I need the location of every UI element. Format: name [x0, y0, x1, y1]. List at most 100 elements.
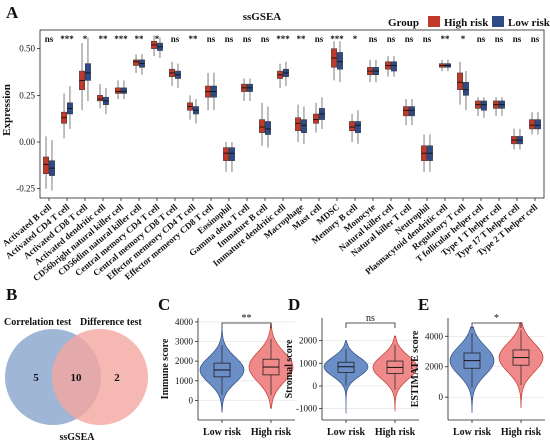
significance-label: *** [276, 34, 290, 44]
legend-title: Group [388, 17, 419, 29]
significance-label: ns [513, 34, 522, 44]
y-tick-label: 0 [439, 392, 444, 402]
significance-label: * [155, 34, 160, 44]
x-tick-label: Low risk [327, 427, 366, 438]
venn-count-intersection: 10 [71, 372, 83, 384]
box-low-risk [229, 147, 235, 161]
box-low-risk [265, 121, 271, 135]
significance-label: ns [243, 34, 252, 44]
y-tick-label: 2000 [299, 336, 318, 346]
legend: Group High risk Low risk [388, 16, 550, 29]
significance-label: ns [45, 34, 54, 44]
x-tick-label: High risk [501, 427, 542, 438]
significance-label: ns [207, 34, 216, 44]
significance-label: ns [315, 34, 324, 44]
box-high-risk [403, 106, 409, 117]
venn-count-difference-only: 2 [114, 372, 120, 384]
x-tick-label: High risk [251, 427, 292, 438]
violin-box [337, 361, 355, 373]
significance-label: ns [366, 313, 375, 324]
significance-label: ns [477, 34, 486, 44]
panel-c-violin: 0 1000 2000 3000 4000 Immune score Low risk Hig… [160, 313, 295, 438]
y-tick-label: 0 [313, 381, 318, 391]
venn-set-label-difference: Difference test [80, 317, 142, 328]
significance-label: *** [330, 34, 344, 44]
significance-label: ns [495, 34, 504, 44]
box-high-risk [529, 119, 535, 130]
legend-label-low-risk: Low risk [508, 17, 550, 29]
significance-label: ns [387, 34, 396, 44]
y-tick-label: -0.25 [16, 184, 35, 194]
significance-label: ** [297, 34, 307, 44]
significance-label: ns [405, 34, 414, 44]
significance-label: * [83, 34, 88, 44]
panel-label-b: B [6, 285, 17, 304]
y-tick-label: -1000 [296, 404, 317, 414]
y-tick-label: 0.25 [19, 90, 35, 100]
significance-label: ns [423, 34, 432, 44]
box-high-risk [259, 119, 265, 133]
venn-count-correlation-only: 5 [33, 372, 39, 384]
significance-label: ns [171, 34, 180, 44]
panel-d-violin: -1000 0 1000 2000 Stromal score Low risk High … [284, 313, 419, 438]
significance-label: *** [60, 34, 74, 44]
box-low-risk [409, 106, 415, 117]
box-high-risk [295, 117, 301, 132]
y-tick-label: 2000 [425, 362, 444, 372]
box-low-risk [85, 63, 91, 81]
significance-label: ** [135, 34, 145, 44]
y-axis-label: Expression [1, 84, 13, 136]
significance-label: * [353, 34, 358, 44]
legend-swatch-low-risk [492, 16, 504, 27]
y-axis-label: ESTIMATE score [410, 330, 421, 407]
panel-label-c: C [158, 295, 170, 314]
y-tick-label: 0.50 [19, 44, 35, 54]
panel-e-violin: 0 2000 4000 ESTIMATE score Low risk High risk… [410, 313, 545, 438]
y-tick-label: 1000 [175, 376, 194, 386]
legend-swatch-high-risk [428, 16, 440, 27]
y-axis-label: Immune score [160, 338, 171, 399]
panel-label-d: D [288, 295, 300, 314]
significance-label: ns [225, 34, 234, 44]
significance-label: * [461, 34, 466, 44]
significance-bracket [471, 322, 522, 328]
box-high-risk [349, 121, 355, 132]
venn-caption: ssGSEA [59, 432, 95, 443]
significance-label: ** [441, 34, 451, 44]
significance-label: ns [261, 34, 270, 44]
panel-label-a: A [6, 3, 19, 22]
y-axis-label: Stromal score [284, 339, 295, 398]
significance-label: ns [531, 34, 540, 44]
box-low-risk [391, 61, 397, 72]
box-high-risk [457, 72, 463, 90]
x-tick-label: Low risk [203, 427, 242, 438]
box-low-risk [301, 119, 307, 133]
venn-circle-difference [52, 329, 148, 425]
box-low-risk [535, 119, 541, 130]
chart-title: ssGSEA [243, 11, 282, 23]
y-tick-label: 2000 [175, 356, 194, 366]
box-low-risk [481, 100, 487, 111]
y-tick-label: 0 [189, 395, 194, 405]
significance-label: ** [189, 34, 199, 44]
panel-a-boxplot: ssGSEA Expression Group High risk Low ri… [1, 11, 550, 283]
box-low-risk [355, 121, 361, 133]
significance-label: ns [369, 34, 378, 44]
x-tick-label: High risk [375, 427, 416, 438]
significance-bracket [221, 322, 272, 328]
y-tick-label: 3000 [175, 337, 194, 347]
box-high-risk [115, 87, 121, 94]
box-high-risk [223, 147, 229, 161]
y-tick-label: 0.00 [19, 137, 35, 147]
box-low-risk [337, 52, 343, 70]
box-high-risk [97, 95, 103, 102]
box-high-risk [133, 59, 139, 66]
y-tick-label: 4000 [425, 331, 444, 341]
legend-label-high-risk: High risk [444, 17, 489, 29]
x-tick-label: Low risk [453, 427, 492, 438]
significance-label: *** [114, 34, 128, 44]
box-high-risk [313, 113, 319, 124]
box-low-risk [121, 87, 127, 94]
significance-bracket [345, 322, 396, 328]
